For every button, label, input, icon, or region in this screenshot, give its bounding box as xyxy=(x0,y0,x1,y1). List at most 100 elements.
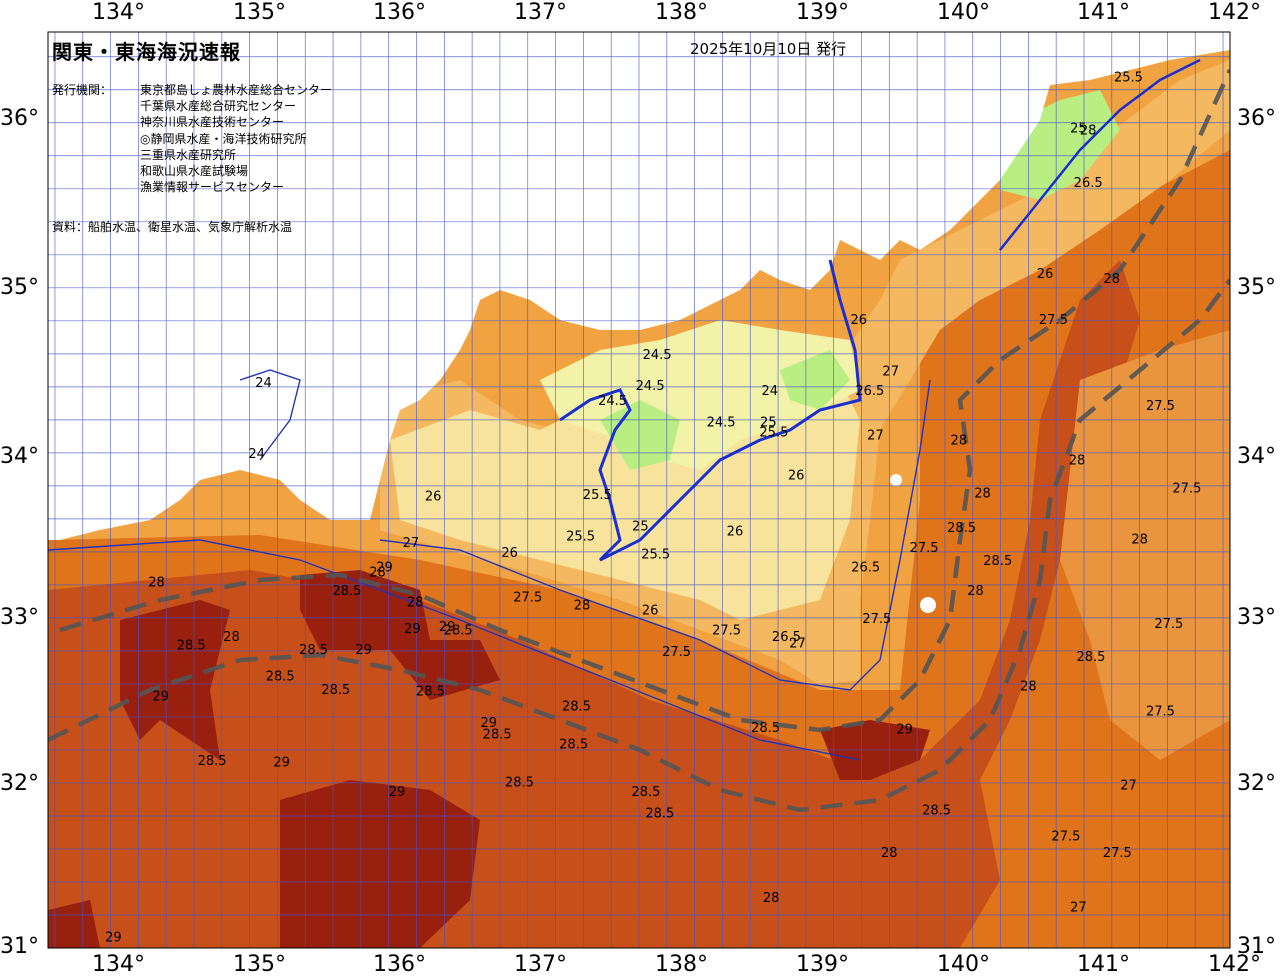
isotherm-label: 28 xyxy=(1020,680,1037,695)
isotherm-label: 28.5 xyxy=(645,807,674,822)
isotherm-label: 28 xyxy=(574,599,591,614)
isotherm-label: 28 xyxy=(974,486,991,501)
lon-label-bottom-138: 138° xyxy=(655,952,708,977)
isotherm-label: 24.5 xyxy=(643,348,672,363)
agency-item: 漁業情報サービスセンター xyxy=(140,180,285,195)
issue-date: 2025年10月10日 発行 xyxy=(690,40,847,58)
isotherm-label: 27.5 xyxy=(662,645,691,660)
isotherm-label: 27.5 xyxy=(712,623,741,638)
agency-item: 東京都島しょ農林水産総合センター xyxy=(140,83,333,97)
isotherm-label: 29 xyxy=(152,689,169,704)
isotherm-label: 27 xyxy=(1120,779,1137,794)
lon-label-bottom-135: 135° xyxy=(233,952,286,977)
isotherm-label: 27 xyxy=(789,637,806,652)
isotherm-label: 27.5 xyxy=(862,612,891,627)
kuroshio-axis xyxy=(48,69,1230,813)
isotherm-label: 29 xyxy=(389,785,406,800)
isotherm-label: 28.5 xyxy=(1076,650,1105,665)
isotherm-label: 28 xyxy=(967,584,984,599)
isotherm-label: 27.5 xyxy=(1154,617,1183,632)
lat-label-right-31: 31° xyxy=(1237,934,1276,959)
lat-label-right-32: 32° xyxy=(1237,771,1276,796)
isotherm-label: 27.5 xyxy=(1146,399,1175,414)
isotherm-label: 25 xyxy=(1070,122,1087,137)
isotherm-label: 25.5 xyxy=(641,547,670,562)
isotherm-label: 26 xyxy=(642,604,659,619)
title-block: 関東・東海海況速報 xyxy=(52,36,382,65)
agency-item: 三重県水産研究所 xyxy=(140,147,237,162)
lat-label-right-35: 35° xyxy=(1237,275,1276,300)
isotherm-label: 28.5 xyxy=(299,643,328,658)
isotherm-label: 28.5 xyxy=(922,803,951,818)
isotherm-label: 27 xyxy=(882,364,899,379)
isotherm-label: 24.5 xyxy=(598,394,627,409)
isotherm-label: 26 xyxy=(788,468,805,483)
isotherm-label: 24.5 xyxy=(707,415,736,430)
isotherm-label: 28.5 xyxy=(177,638,206,653)
isotherm-label: 26 xyxy=(501,546,518,561)
isotherm-label: 25.5 xyxy=(759,425,788,440)
lon-label-bottom-141: 141° xyxy=(1077,952,1130,977)
lon-label-bottom-137: 137° xyxy=(514,952,567,977)
isotherm-label: 24 xyxy=(248,447,265,462)
lon-label-top-134: 134° xyxy=(92,0,145,25)
data-sources: 資料：船舶水温、衛星水温、気象庁解析水温 xyxy=(52,220,293,234)
isotherm-label: 26 xyxy=(1037,267,1054,282)
lon-label-bottom-136: 136° xyxy=(373,952,426,977)
agency-list: 東京都島しょ農林水産総合センター 千葉県水産総合研究センター 神奈川県水産技術セ… xyxy=(140,82,400,195)
isotherm-label: 28.5 xyxy=(321,683,350,698)
isotherm-label: 27.5 xyxy=(1039,313,1068,328)
lon-label-top-135: 135° xyxy=(233,0,286,25)
lat-label-left-34: 34° xyxy=(0,444,39,469)
land-awaji-shikoku-edge xyxy=(130,340,260,440)
isotherm-label: 27 xyxy=(1070,901,1087,916)
isotherm-label: 28.5 xyxy=(444,623,473,638)
isotherm-label: 26.5 xyxy=(855,384,884,399)
agency-item: 千葉県水産総合研究センター xyxy=(140,99,297,114)
isotherm-label: 29 xyxy=(404,622,421,637)
agency-label: 発行機関： xyxy=(52,83,113,97)
isotherm-label: 26.5 xyxy=(772,630,801,645)
isotherm-label: 28 xyxy=(1080,123,1097,138)
isotherm-label: 27.5 xyxy=(910,541,939,556)
agency-item: 和歌山県水産試験場 xyxy=(140,164,249,179)
lat-label-left-33: 33° xyxy=(0,605,39,630)
map-title: 関東・東海海況速報 xyxy=(52,40,241,64)
lon-label-bottom-139: 139° xyxy=(796,952,849,977)
isotherm-label: 28.5 xyxy=(983,554,1012,569)
lon-label-bottom-140: 140° xyxy=(937,952,990,977)
isotherm-label: 28.5 xyxy=(505,775,534,790)
isotherm-label: 26.5 xyxy=(851,561,880,576)
lon-label-top-139: 139° xyxy=(796,0,849,25)
isotherm-lines xyxy=(48,58,1201,761)
isotherm-label: 29 xyxy=(105,930,122,945)
lat-label-right-36: 36° xyxy=(1237,106,1276,131)
isotherm-label: 28.5 xyxy=(947,521,976,536)
lat-label-right-33: 33° xyxy=(1237,605,1276,630)
isotherm-label: 28.5 xyxy=(751,721,780,736)
isotherm-label: 26 xyxy=(727,524,744,539)
lon-label-top-140: 140° xyxy=(937,0,990,25)
lon-label-bottom-142: 142° xyxy=(1208,952,1261,977)
isotherm-label: 28 xyxy=(407,595,424,610)
isotherm-label: 26.5 xyxy=(1074,176,1103,191)
isotherm-label: 27 xyxy=(867,429,884,444)
lon-label-top-141: 141° xyxy=(1077,0,1130,25)
lat-label-left-31: 31° xyxy=(0,934,39,959)
lat-label-right-34: 34° xyxy=(1237,444,1276,469)
isotherm-label: 28.5 xyxy=(332,584,361,599)
isotherm-label: 28 xyxy=(763,891,780,906)
isotherm-label: 24.5 xyxy=(636,379,665,394)
lon-label-top-138: 138° xyxy=(655,0,708,25)
isotherm-label: 29 xyxy=(439,620,456,635)
isotherm-label: 29 xyxy=(376,561,393,576)
isotherm-label: 28 xyxy=(1131,533,1148,548)
isotherm-label: 27.5 xyxy=(513,590,542,605)
lon-label-top-136: 136° xyxy=(373,0,426,25)
lat-label-left-36: 36° xyxy=(0,106,39,131)
isotherm-label: 29 xyxy=(273,755,290,770)
isotherm-label: 27.5 xyxy=(1103,846,1132,861)
isotherm-label: 28 xyxy=(223,630,240,645)
isotherm-label: 27.5 xyxy=(1051,830,1080,845)
